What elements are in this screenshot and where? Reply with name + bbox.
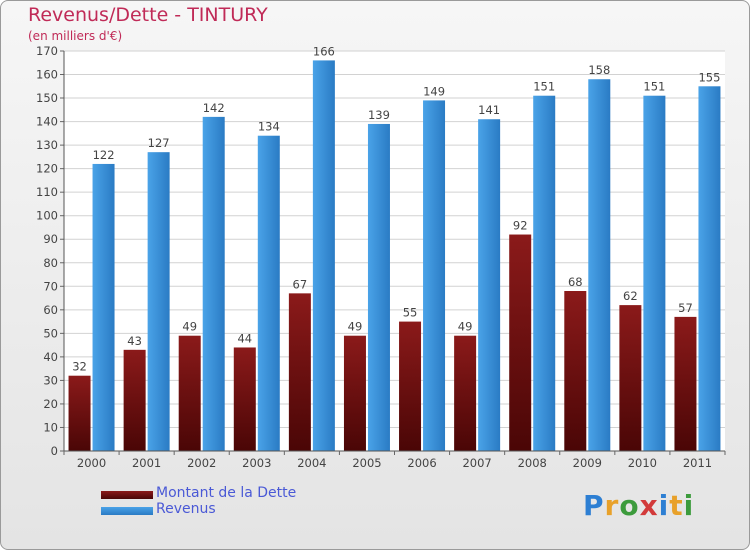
- legend-label-debt: Montant de la Dette: [156, 485, 297, 501]
- data-label-debt: 92: [513, 219, 528, 233]
- bar-revenue: [92, 163, 115, 452]
- bar-revenue: [147, 152, 170, 452]
- bar-debt: [454, 335, 477, 451]
- y-tick-label: 10: [43, 420, 58, 434]
- data-label-debt: 49: [348, 320, 363, 334]
- x-tick-label: 2001: [132, 456, 161, 470]
- bar-revenue: [588, 79, 611, 451]
- y-tick-label: 40: [43, 350, 58, 364]
- y-tick-label: 50: [43, 326, 58, 340]
- bar-debt: [288, 293, 311, 451]
- bar-revenue: [423, 100, 446, 451]
- data-label-debt: 55: [403, 306, 418, 320]
- data-label-revenue: 158: [588, 63, 610, 77]
- legend-label-revenue: Revenus: [156, 501, 216, 517]
- y-tick-label: 60: [43, 303, 58, 317]
- data-label-revenue: 139: [368, 108, 390, 122]
- data-label-debt: 43: [127, 334, 142, 348]
- logo-letter: t: [669, 489, 684, 522]
- bar-debt: [123, 349, 146, 451]
- y-tick-label: 100: [36, 209, 58, 223]
- data-label-revenue: 151: [643, 80, 665, 94]
- logo-letter: i: [683, 489, 695, 522]
- bar-revenue: [257, 135, 280, 452]
- legend-swatch-revenue: [101, 507, 153, 515]
- data-label-debt: 44: [237, 331, 252, 345]
- bar-debt: [509, 234, 532, 451]
- bar-debt: [178, 335, 201, 451]
- y-tick-label: 90: [43, 232, 58, 246]
- bar-debt: [564, 291, 587, 451]
- bar-debt: [343, 335, 366, 451]
- bar-revenue: [367, 123, 390, 452]
- y-tick-label: 120: [36, 162, 58, 176]
- bar-revenue: [312, 60, 335, 451]
- x-tick-label: 2004: [297, 456, 326, 470]
- y-tick-label: 70: [43, 279, 58, 293]
- data-label-debt: 49: [458, 320, 473, 334]
- y-tick-label: 170: [36, 44, 58, 58]
- bar-revenue: [533, 95, 556, 452]
- data-label-debt: 67: [293, 277, 308, 291]
- logo-letter: i: [658, 489, 670, 522]
- bar-debt: [619, 305, 642, 451]
- y-tick-label: 130: [36, 138, 58, 152]
- y-tick-label: 30: [43, 373, 58, 387]
- y-tick-label: 0: [51, 444, 58, 458]
- x-tick-label: 2000: [77, 456, 106, 470]
- data-label-debt: 57: [678, 301, 693, 315]
- y-tick-label: 140: [36, 115, 58, 129]
- data-label-revenue: 122: [93, 148, 115, 162]
- bar-debt: [68, 375, 91, 451]
- chart-subtitle: (en milliers d'€): [28, 29, 123, 43]
- chart-title: Revenus/Dette - TINTURY: [28, 4, 268, 26]
- data-label-revenue: 127: [148, 136, 170, 150]
- y-tick-label: 150: [36, 91, 58, 105]
- x-tick-label: 2007: [462, 456, 491, 470]
- y-tick-label: 20: [43, 397, 58, 411]
- legend-swatch-debt: [101, 491, 153, 499]
- data-label-revenue: 149: [423, 84, 445, 98]
- x-tick-label: 2011: [683, 456, 712, 470]
- x-tick-label: 2008: [518, 456, 547, 470]
- x-tick-label: 2005: [352, 456, 381, 470]
- y-tick-label: 110: [36, 185, 58, 199]
- bar-debt: [399, 321, 422, 451]
- logo-letter: x: [639, 489, 659, 522]
- logo-letter: o: [619, 489, 640, 522]
- x-tick-label: 2006: [407, 456, 436, 470]
- x-tick-label: 2002: [187, 456, 216, 470]
- y-tick-label: 160: [36, 68, 58, 82]
- y-tick-label: 80: [43, 256, 58, 270]
- bar-revenue: [643, 95, 666, 452]
- x-tick-label: 2003: [242, 456, 271, 470]
- bar-revenue: [698, 86, 721, 451]
- data-label-revenue: 151: [533, 80, 555, 94]
- data-label-revenue: 155: [698, 70, 720, 84]
- data-label-revenue: 142: [203, 101, 225, 115]
- bar-revenue: [478, 119, 501, 451]
- data-label-debt: 49: [182, 320, 197, 334]
- data-label-revenue: 141: [478, 103, 500, 117]
- proxiti-logo: Proxiti: [583, 489, 694, 522]
- x-tick-label: 2009: [573, 456, 602, 470]
- data-label-debt: 62: [623, 289, 638, 303]
- plot-area: [64, 51, 725, 451]
- logo-letter: P: [583, 489, 605, 522]
- data-label-debt: 32: [72, 360, 87, 374]
- data-label-revenue: 166: [313, 44, 335, 58]
- data-label-revenue: 134: [258, 120, 280, 134]
- bar-debt: [674, 316, 697, 451]
- x-tick-label: 2010: [628, 456, 657, 470]
- logo-letter: r: [604, 489, 620, 522]
- bar-revenue: [202, 116, 225, 451]
- bar-debt: [233, 347, 256, 451]
- data-label-debt: 68: [568, 275, 583, 289]
